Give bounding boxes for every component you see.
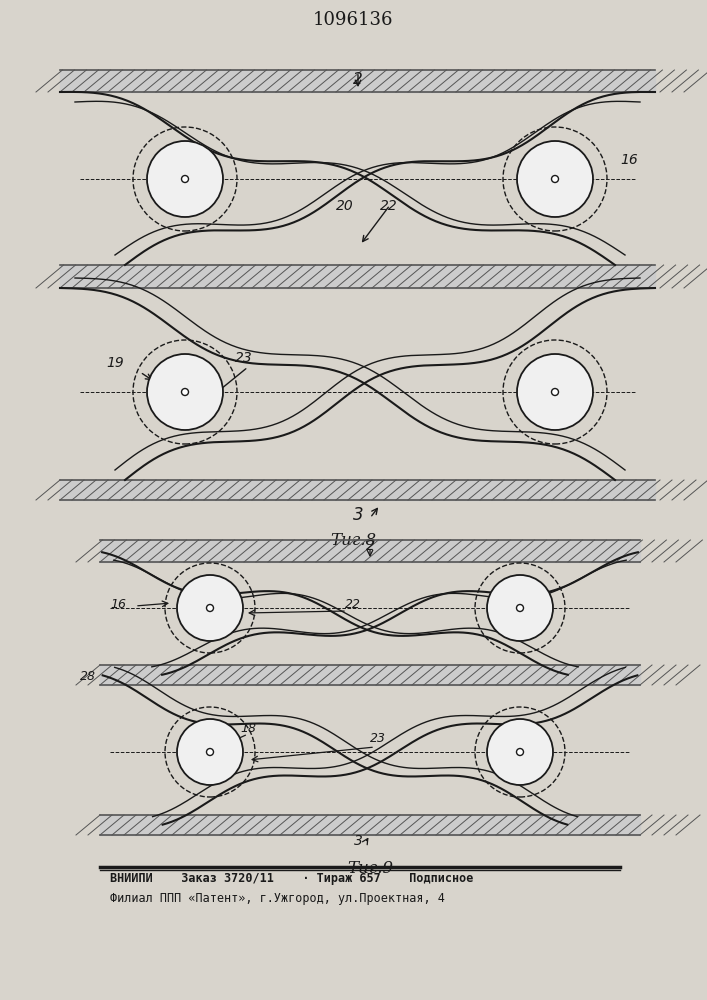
Text: 2: 2 xyxy=(366,539,375,553)
Circle shape xyxy=(206,604,214,611)
Circle shape xyxy=(147,141,223,217)
Circle shape xyxy=(177,719,243,785)
Text: Филиал ППП «Патент», г.Ужгород, ул.Проектная, 4: Филиал ППП «Патент», г.Ужгород, ул.Проек… xyxy=(110,892,445,905)
Circle shape xyxy=(517,354,593,430)
Text: 19: 19 xyxy=(106,356,124,370)
Text: 23: 23 xyxy=(235,351,252,365)
Text: 20: 20 xyxy=(336,199,354,213)
Circle shape xyxy=(147,354,223,430)
Text: 28: 28 xyxy=(80,670,96,683)
Text: Τиг.9: Τиг.9 xyxy=(347,860,393,877)
Text: 16: 16 xyxy=(110,598,126,611)
Circle shape xyxy=(177,575,243,641)
Circle shape xyxy=(551,388,559,395)
Polygon shape xyxy=(100,815,640,835)
Text: 3: 3 xyxy=(353,506,363,524)
Circle shape xyxy=(182,176,189,182)
Circle shape xyxy=(517,141,593,217)
Polygon shape xyxy=(60,265,655,288)
Text: 16: 16 xyxy=(620,153,638,167)
Circle shape xyxy=(517,604,523,611)
Polygon shape xyxy=(60,480,655,500)
Text: 23: 23 xyxy=(370,732,386,745)
Polygon shape xyxy=(60,70,655,92)
Polygon shape xyxy=(100,665,640,685)
Polygon shape xyxy=(100,540,640,562)
Text: 18: 18 xyxy=(240,722,256,735)
Text: ВНИИПИ    Заказ 3720/11    · Тираж 657    Подписное: ВНИИПИ Заказ 3720/11 · Тираж 657 Подписн… xyxy=(110,872,474,885)
Circle shape xyxy=(487,575,553,641)
Circle shape xyxy=(206,748,214,756)
Circle shape xyxy=(487,719,553,785)
Text: 1096136: 1096136 xyxy=(312,11,393,29)
Circle shape xyxy=(182,388,189,395)
Text: 22: 22 xyxy=(345,598,361,611)
Text: Τиг.8: Τиг.8 xyxy=(330,532,376,549)
Text: 2: 2 xyxy=(353,72,363,87)
Circle shape xyxy=(517,748,523,756)
Text: 22: 22 xyxy=(380,199,398,213)
Text: 3: 3 xyxy=(354,834,363,848)
Circle shape xyxy=(551,176,559,182)
